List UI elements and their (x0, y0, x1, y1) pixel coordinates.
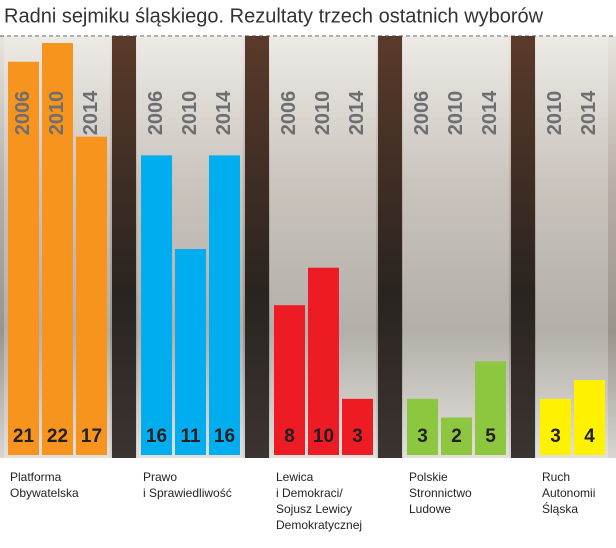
value-label: 21 (13, 426, 35, 447)
value-label: 22 (47, 426, 68, 447)
year-label: 2006 (145, 91, 167, 136)
year-label: 2010 (312, 91, 334, 136)
year-label: 2006 (411, 91, 433, 136)
group-label: i Demokraci/ (276, 486, 343, 500)
value-label: 16 (214, 426, 235, 447)
group-label: Lewica (276, 470, 314, 484)
year-label: 2014 (80, 90, 102, 135)
bar (141, 155, 172, 455)
group-label: Autonomii (542, 486, 595, 500)
group-label: Polskie (409, 470, 448, 484)
year-label: 2010 (46, 91, 68, 136)
value-label: 16 (146, 426, 167, 447)
bar (175, 249, 206, 455)
bar (475, 361, 506, 455)
year-label: 2014 (578, 90, 600, 135)
year-label: 2014 (213, 90, 235, 135)
separator (378, 36, 402, 458)
group-label: Śląska (542, 501, 578, 516)
group-label: Ruch (542, 470, 570, 484)
value-label: 2 (451, 426, 462, 447)
year-label: 2006 (278, 91, 300, 136)
bar (42, 43, 73, 455)
bar (540, 398, 571, 455)
group-label: Sojusz Lewicy (276, 502, 352, 516)
bar (308, 267, 339, 455)
separator (511, 36, 535, 458)
plot: 2006 21 2010 22 2014 17 Platforma Obywatelska 20… (4, 36, 608, 532)
value-label: 10 (313, 426, 334, 447)
value-label: 3 (417, 426, 428, 447)
value-label: 17 (81, 426, 102, 447)
value-label: 3 (352, 426, 363, 447)
year-label: 2010 (179, 91, 201, 136)
year-label: 2010 (445, 91, 467, 136)
group-label: Stronnictwo (409, 486, 472, 500)
value-label: 5 (485, 426, 496, 447)
bar (209, 155, 240, 455)
value-label: 3 (550, 426, 561, 447)
bar (407, 398, 438, 455)
separator (245, 36, 269, 458)
group-label: Obywatelska (10, 486, 79, 500)
bar (574, 380, 605, 455)
group-label: Ludowe (409, 502, 451, 516)
bar (76, 136, 107, 456)
value-label: 4 (584, 426, 595, 447)
group-label: Prawo (143, 470, 177, 484)
year-label: 2010 (544, 91, 566, 136)
year-label: 2006 (12, 91, 34, 136)
bar (8, 61, 39, 456)
group-label: Platforma (10, 470, 62, 484)
year-label: 2014 (346, 90, 368, 135)
bar (342, 398, 373, 455)
year-label: 2014 (479, 90, 501, 135)
bar (441, 417, 472, 455)
chart-title: Radni sejmiku śląskiego. Rezultaty trzec… (4, 5, 544, 27)
group-label: i Sprawiedliwość (143, 486, 232, 500)
value-label: 11 (180, 426, 201, 447)
value-label: 8 (284, 426, 295, 447)
separator (112, 36, 136, 458)
bar (274, 305, 305, 455)
group-label: Demokratycznej (276, 518, 362, 532)
